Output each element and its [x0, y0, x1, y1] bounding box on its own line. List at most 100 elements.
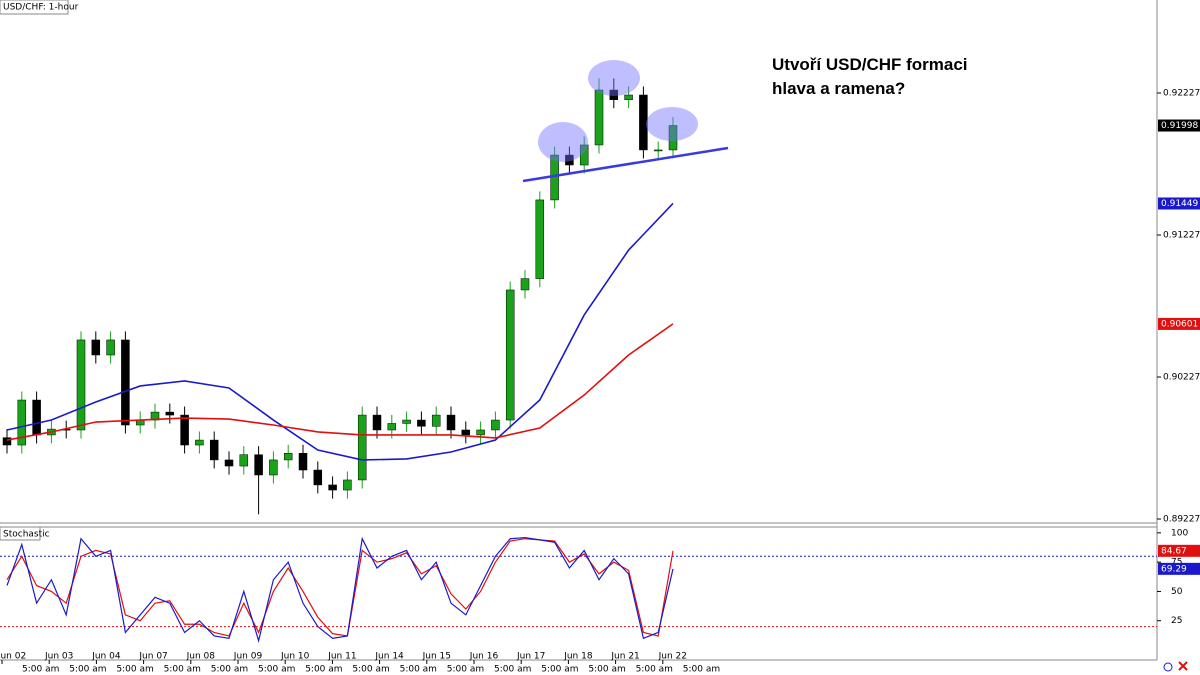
x-tick-label: 5:00 am [116, 665, 153, 675]
x-tick-label: Jun 18 [563, 652, 593, 662]
candle-body [609, 89, 619, 100]
x-tick-label: 5:00 am [258, 665, 295, 675]
x-tick-label: Jun 15 [422, 652, 451, 662]
x-tick-label: Jun 10 [280, 652, 310, 662]
candle-body [431, 414, 441, 427]
candle-body [491, 419, 500, 431]
candle-body [594, 89, 604, 146]
x-tick-label: 5:00 am [22, 665, 59, 675]
candle-body [520, 278, 530, 291]
candle-body [106, 339, 115, 356]
moving-average [6, 202, 674, 461]
candle-body [209, 439, 219, 461]
stochastic-line [6, 536, 674, 643]
price-tag-label: 69.29 [1161, 564, 1187, 574]
x-tick-label: Jun 11 [327, 652, 356, 662]
icon[interactable] [1178, 661, 1188, 671]
x-tick-label: Jun 04 [91, 652, 121, 662]
candle-body [653, 149, 663, 152]
x-tick-label: Jun 09 [233, 652, 263, 662]
candle-body [17, 399, 27, 446]
neckline [522, 146, 729, 183]
y-tick-label: 0.89227 [1163, 515, 1200, 525]
x-tick-label: 5:00 am [636, 665, 673, 675]
annotation: Utvoří USD/CHF formaci [772, 55, 968, 74]
toolbar-icons[interactable] [1163, 661, 1188, 672]
candle-body [2, 437, 12, 446]
x-tick-label: Jun 08 [186, 652, 216, 662]
y-tick-label: 100 [1171, 528, 1188, 538]
x-tick-label: 5:00 am [588, 665, 625, 675]
price-tag [1158, 544, 1200, 557]
x-tick-label: Jun 07 [138, 652, 167, 662]
x-tick-label: 5:00 am [494, 665, 531, 675]
y-tick-label: 50 [1171, 587, 1183, 597]
indicator-title: Stochastic [3, 530, 50, 540]
candle-body [505, 289, 515, 421]
head [588, 60, 640, 96]
candle-body [624, 94, 633, 100]
candle-body [254, 454, 263, 476]
title-box [0, 526, 41, 541]
price-tag-label: 0.90601 [1161, 319, 1198, 329]
price-tag-label: 84.67 [1161, 546, 1187, 556]
candle-body [180, 414, 189, 446]
x-tick-label: 5:00 am [69, 665, 106, 675]
x-tick-label: 5:00 am [683, 665, 720, 675]
candle-body [417, 419, 426, 427]
candle-body [476, 429, 485, 436]
candle-body [298, 453, 308, 471]
candle-body [313, 469, 323, 486]
candle-body [328, 484, 337, 491]
candle-body [269, 459, 278, 476]
candle-body [357, 414, 367, 481]
annotation: hlava a ramena? [772, 79, 905, 98]
x-tick-label: Jun 14 [374, 652, 404, 662]
x-tick-label: 5:00 am [400, 665, 437, 675]
shoulder [646, 107, 698, 141]
candle-body [565, 154, 574, 166]
candle-body [372, 414, 382, 431]
price-tag [1158, 119, 1200, 132]
candle-body [387, 423, 397, 431]
x-tick-label: Jun 17 [516, 652, 545, 662]
candle-body [579, 144, 589, 166]
x-tick-label: Jun 21 [610, 652, 639, 662]
x-tick-label: Jun 22 [658, 652, 687, 662]
candle-body [446, 414, 456, 431]
candle-body [343, 479, 352, 491]
candle-body [121, 339, 130, 426]
candle-body [639, 94, 648, 151]
x-tick-label: Jun 16 [469, 652, 499, 662]
chart-title: USD/CHF: 1-hour [3, 3, 79, 13]
title-box [0, 0, 69, 15]
stochastic-line [6, 538, 674, 637]
moving-average [6, 323, 674, 441]
y-tick-label: 0.91227 [1163, 231, 1200, 241]
candle-body [32, 399, 41, 436]
price-tag-label: 0.91998 [1161, 121, 1198, 131]
icon[interactable] [1163, 662, 1173, 672]
candle-body [283, 453, 293, 461]
candle-body [76, 339, 86, 431]
candle-body [461, 429, 471, 436]
pattern-overlay [522, 60, 729, 183]
x-tick-label: 5:00 am [352, 665, 389, 675]
candle-body [165, 411, 175, 416]
x-tick-label: 5:00 am [447, 665, 484, 675]
y-tick-label: 25 [1171, 616, 1182, 626]
x-tick-label: 5:00 am [164, 665, 201, 675]
candle-body [535, 199, 545, 279]
shoulder [538, 122, 588, 162]
price-tag [1158, 317, 1200, 330]
x-tick-label: 5:00 am [541, 665, 578, 675]
x-tick-label: Jun 02 [0, 652, 26, 662]
candle-body [402, 419, 411, 424]
candle-body [224, 459, 234, 467]
x-tick-label: Jun 03 [44, 652, 73, 662]
candle-body [91, 339, 101, 356]
x-tick-label: 5:00 am [305, 665, 342, 675]
price-tag [1158, 197, 1200, 210]
candle-body [195, 439, 204, 446]
